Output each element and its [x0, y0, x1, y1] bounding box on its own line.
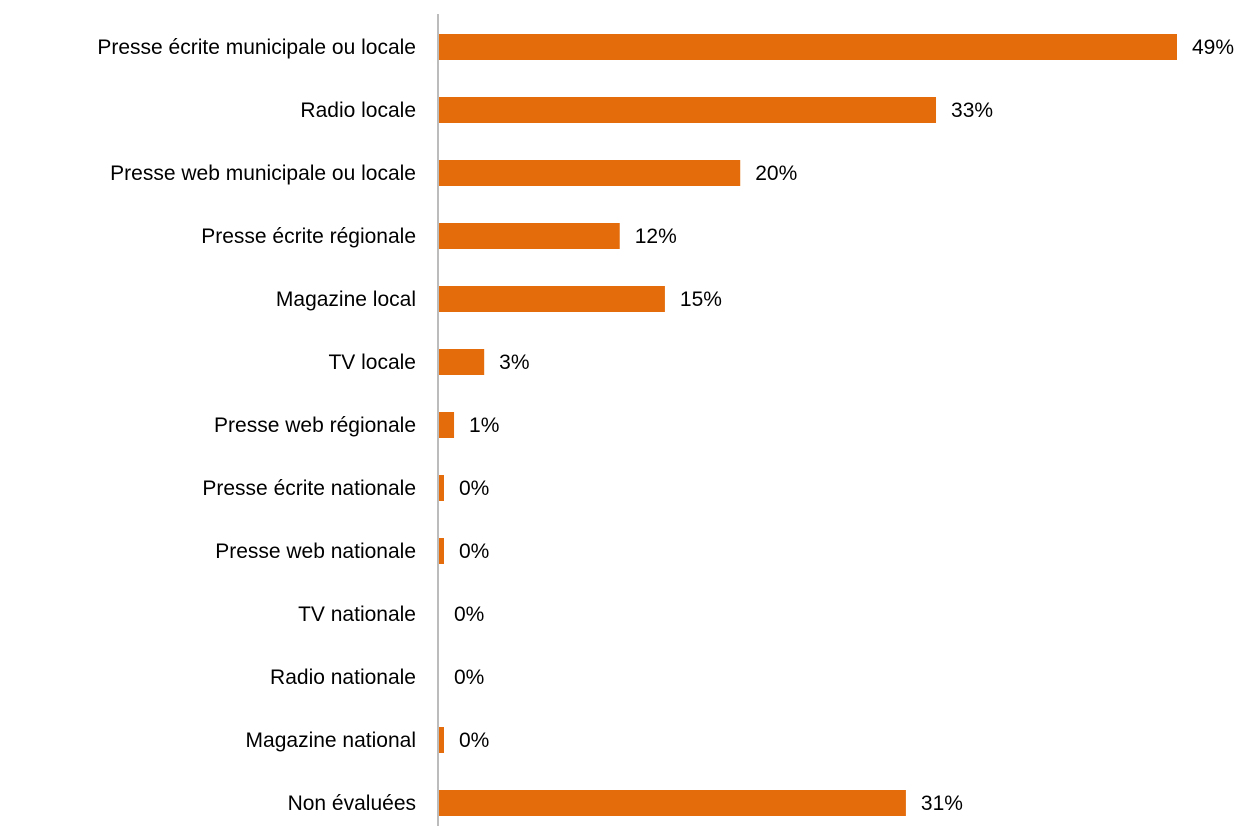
category-label: Magazine local [276, 288, 416, 311]
category-label: TV locale [328, 351, 416, 374]
bar [439, 223, 620, 249]
category-label: Non évaluées [288, 792, 416, 815]
category-label: Presse écrite nationale [202, 477, 416, 500]
category-label: Radio nationale [270, 666, 416, 689]
bar [439, 475, 444, 501]
category-label: Presse web régionale [214, 414, 416, 437]
data-label: 0% [459, 477, 489, 500]
data-label: 12% [635, 225, 677, 248]
data-label: 15% [680, 288, 722, 311]
bar [439, 286, 665, 312]
category-label: Magazine national [246, 729, 416, 752]
data-label: 3% [499, 351, 529, 374]
data-label: 20% [755, 162, 797, 185]
bar [439, 790, 906, 816]
category-label: Presse web nationale [215, 540, 416, 563]
data-labels-layer: 49% 33% 20% 12% 15% 3% 1% 0% 0% 0% 0% 0% 31% [454, 36, 1234, 815]
category-label: TV nationale [298, 603, 416, 626]
data-label: 1% [469, 414, 499, 437]
category-label: Presse web municipale ou locale [110, 162, 416, 185]
bar [439, 160, 741, 186]
bar [439, 34, 1177, 60]
data-label: 0% [454, 603, 484, 626]
data-label: 0% [459, 540, 489, 563]
data-label: 31% [921, 792, 963, 815]
bar [439, 412, 455, 438]
data-label: 0% [454, 666, 484, 689]
category-label: Presse écrite régionale [201, 225, 416, 248]
bar [439, 727, 444, 753]
category-labels-layer: Presse écrite municipale ou locale Radio … [97, 36, 416, 815]
bar [439, 349, 485, 375]
category-label: Radio locale [300, 99, 416, 122]
data-label: 0% [459, 729, 489, 752]
data-label: 33% [951, 99, 993, 122]
data-label: 49% [1192, 36, 1234, 59]
bar [439, 538, 444, 564]
bars-layer [439, 34, 1177, 816]
category-label: Presse écrite municipale ou locale [97, 36, 416, 59]
bar [439, 97, 937, 123]
